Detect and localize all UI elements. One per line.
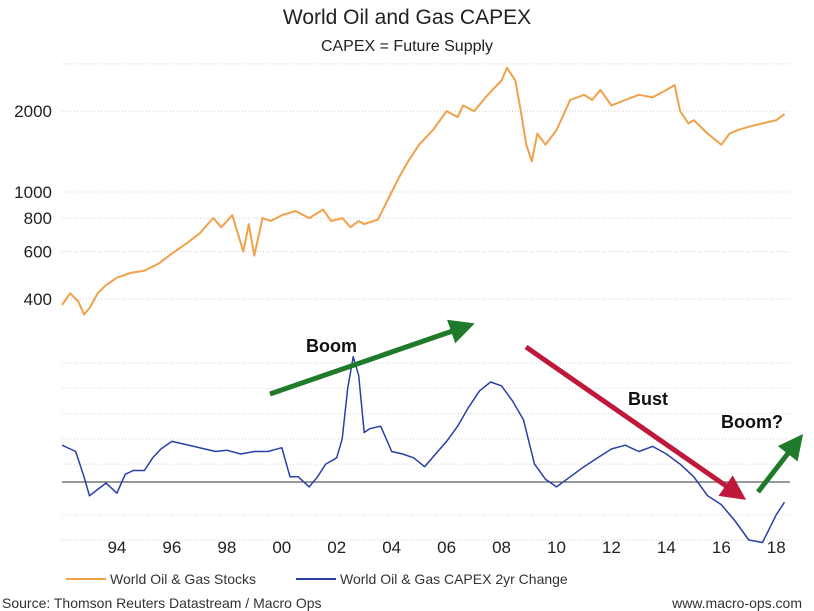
website-url: www.macro-ops.com [671,595,802,611]
x-axis: 94 96 98 00 02 04 06 08 10 12 14 16 18 [107,538,785,557]
boom-arrow [269,319,475,397]
x-tick-label: 16 [712,538,731,557]
x-tick-label: 06 [437,538,456,557]
legend-label-capex: World Oil & Gas CAPEX 2yr Change [340,571,568,587]
bust-arrow [524,344,747,500]
y-tick-label: 800 [24,209,52,228]
series-line-capex-2yr-change [61,355,786,544]
x-tick-label: 12 [602,538,621,557]
boom-question-arrow [756,434,804,494]
annotation-boom-question: Boom? [721,412,783,432]
x-tick-label: 94 [107,538,126,557]
x-tick-label: 00 [272,538,291,557]
x-tick-label: 96 [162,538,181,557]
x-tick-label: 14 [657,538,676,557]
legend-label-stocks: World Oil & Gas Stocks [110,571,256,587]
bottom-gridlines [62,362,790,541]
x-tick-label: 18 [767,538,786,557]
y-tick-label: 600 [24,243,52,262]
source-note: Source: Thomson Reuters Datastream / Mac… [2,595,322,611]
top-gridlines [62,63,790,300]
x-tick-label: 04 [382,538,401,557]
x-tick-label: 08 [492,538,511,557]
chart-title: World Oil and Gas CAPEX [283,6,531,29]
y-tick-label: 2000 [14,102,52,121]
x-tick-label: 10 [547,538,566,557]
chart-subtitle: CAPEX = Future Supply [321,38,493,55]
series-line-oil-gas-stocks [61,66,786,316]
y-tick-label: 1000 [14,183,52,202]
x-tick-label: 02 [327,538,346,557]
top-y-axis: 400 600 800 1000 2000 [14,102,52,309]
annotation-boom: Boom [306,336,357,356]
legend: World Oil & Gas Stocks World Oil & Gas C… [66,571,568,587]
x-tick-label: 98 [217,538,236,557]
annotation-bust: Bust [628,389,668,409]
y-tick-label: 400 [24,290,52,309]
